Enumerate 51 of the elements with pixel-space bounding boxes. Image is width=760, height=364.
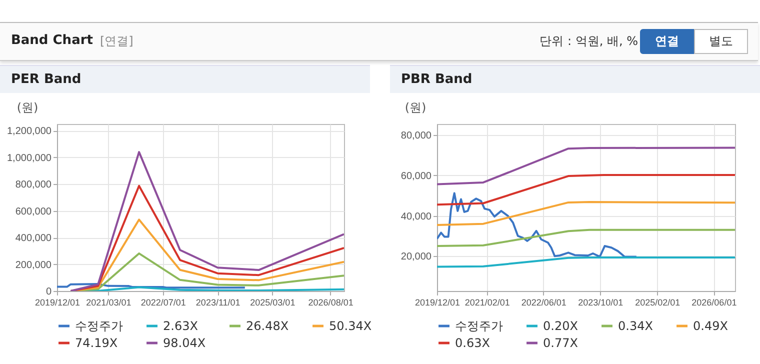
chart-title: PBR Band — [390, 65, 760, 93]
legend-label: 74.19X — [75, 336, 118, 350]
text: 연결 — [640, 29, 694, 54]
x-tick-label: 2019/12/01 — [414, 298, 460, 308]
legend-label: 0.34X — [618, 319, 653, 333]
line-series — [437, 146, 735, 186]
line-series — [437, 228, 735, 248]
y-tick-label: 80,000 — [400, 130, 432, 142]
line-series — [437, 174, 735, 206]
legend-label: 26.48X — [246, 319, 289, 333]
y-tick-label: 600,000 — [15, 206, 52, 218]
text: Band Chart — [11, 33, 93, 48]
line-series — [437, 192, 638, 258]
line-series — [437, 201, 735, 226]
legend-label: 수정주가 — [455, 319, 503, 333]
x-tick-label: 2023/10/01 — [578, 298, 624, 308]
text: [연결] — [100, 33, 134, 50]
y-tick-label: 20,000 — [400, 252, 432, 263]
text: 단위 : 억원, 배, % — [540, 33, 638, 50]
y-tick-label: 40,000 — [400, 211, 432, 222]
text: 별도 — [694, 29, 748, 54]
legend-label: 0.49X — [693, 319, 728, 333]
x-tick-label: 2022/07/01 — [140, 298, 186, 308]
x-tick-label: 2022/06/01 — [521, 298, 566, 308]
x-tick-label: 2026/08/01 — [308, 298, 354, 308]
y-tick-label: 0 — [46, 286, 52, 298]
legend-label: 2.63X — [163, 319, 198, 333]
legend-label: 50.34X — [329, 319, 372, 333]
line-series — [70, 151, 344, 291]
legend-label: 수정주가 — [75, 319, 123, 333]
x-tick-label: 2021/02/01 — [464, 298, 510, 308]
y-tick-label: 1,000,000 — [7, 152, 52, 164]
x-tick-label: 2023/11/01 — [196, 298, 240, 308]
legend-label: 98.04X — [163, 336, 206, 350]
y-tick-label: 60,000 — [400, 170, 432, 182]
legend-label: 0.77X — [543, 336, 578, 350]
x-tick-label: 2021/03/01 — [86, 298, 132, 308]
y-tick-label: 400,000 — [15, 233, 52, 244]
x-tick-label: 2026/06/01 — [692, 298, 737, 308]
y-tick-label: 1,200,000 — [7, 126, 52, 138]
legend-label: 0.20X — [543, 319, 578, 333]
x-tick-label: 2025/02/01 — [635, 298, 680, 308]
x-tick-label: 2019/12/01 — [34, 298, 80, 308]
y-axis-title: (원) — [404, 100, 426, 114]
legend-label: 0.63X — [455, 336, 490, 350]
y-axis-title: (원) — [16, 100, 38, 114]
chart-title: PER Band — [0, 65, 370, 93]
y-tick-label: 800,000 — [15, 180, 52, 191]
x-tick-label: 2025/03/01 — [250, 298, 296, 308]
line-series — [437, 256, 735, 268]
y-tick-label: 200,000 — [15, 260, 52, 271]
